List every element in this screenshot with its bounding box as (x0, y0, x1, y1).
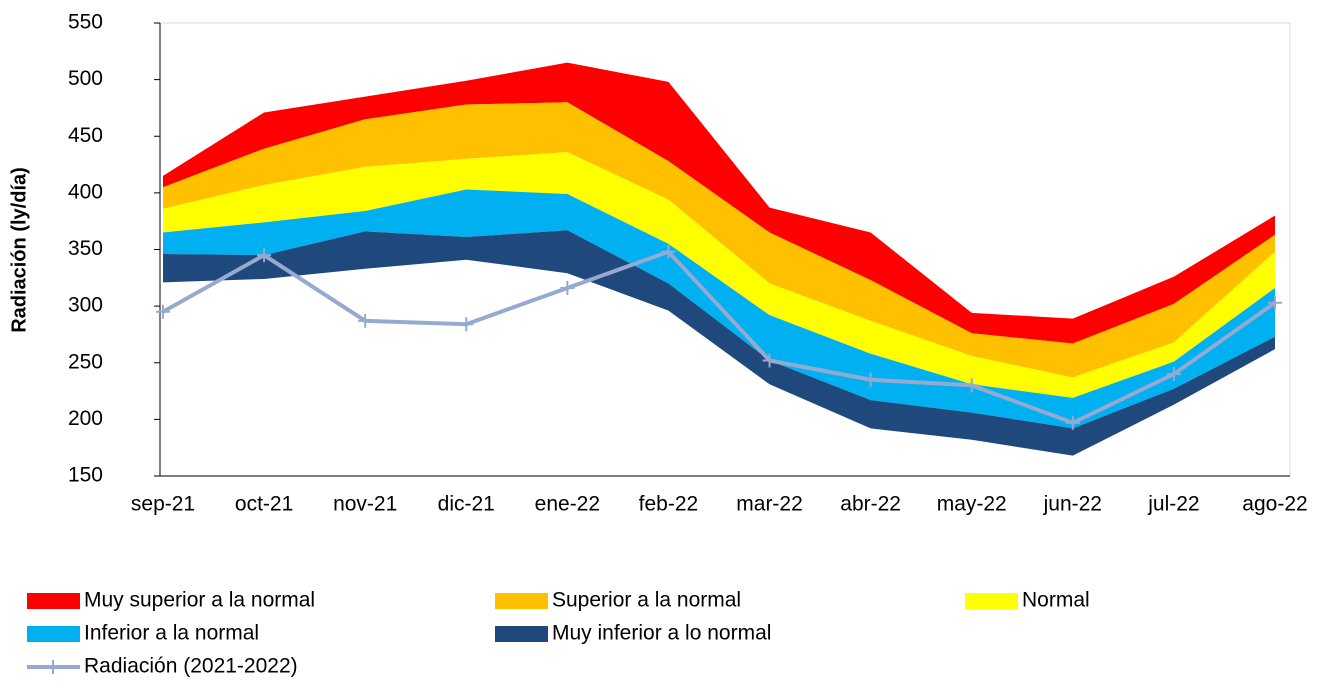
legend-label: Radiación (2021-2022) (84, 655, 298, 678)
legend-swatch (27, 626, 80, 642)
x-tick-label: jun-22 (1043, 493, 1102, 516)
line-marker (762, 353, 777, 368)
y-tick-label: 500 (68, 67, 103, 90)
line-marker (257, 248, 272, 263)
band-area (163, 102, 1275, 378)
x-tick-label: abr-22 (840, 493, 901, 516)
legend-label: Normal (1022, 589, 1090, 612)
legend-label: Muy inferior a lo normal (552, 622, 771, 645)
line-marker (560, 281, 575, 296)
y-tick-label: 300 (68, 294, 103, 317)
y-tick-label: 250 (68, 350, 103, 373)
line-marker (459, 317, 474, 332)
legend-swatch (27, 593, 80, 609)
y-tick-label: 450 (68, 124, 103, 147)
y-tick-label: 400 (68, 180, 103, 203)
x-tick-label: sep-21 (131, 493, 195, 516)
legend-label: Muy superior a la normal (84, 589, 315, 612)
line-marker (358, 313, 373, 328)
line-marker (661, 244, 676, 259)
x-tick-label: ago-22 (1242, 493, 1307, 516)
y-tick-label: 550 (68, 11, 103, 34)
legend-swatch (965, 593, 1018, 609)
y-axis-title: Radiación (ly/día) (8, 167, 30, 333)
x-tick-label: feb-22 (639, 493, 699, 516)
radiation-line (162, 249, 1277, 425)
x-tick-label: nov-21 (333, 493, 397, 516)
legend-swatch (495, 593, 548, 609)
x-tick-label: may-22 (937, 493, 1007, 516)
line-marker (1268, 295, 1282, 310)
legend-label: Superior a la normal (552, 589, 741, 612)
legend-label: Inferior a la normal (84, 622, 259, 645)
line-marker (156, 304, 170, 319)
legend-swatch (495, 626, 548, 642)
y-tick-label: 200 (68, 407, 103, 430)
x-tick-label: dic-21 (438, 493, 495, 516)
x-tick-label: mar-22 (736, 493, 803, 516)
band-area (163, 230, 1275, 456)
line-marker (1065, 415, 1080, 430)
line-marker (863, 372, 878, 387)
x-tick-label: oct-21 (235, 493, 293, 516)
legend-marker (46, 660, 60, 674)
x-tick-label: jul-22 (1147, 493, 1199, 516)
y-tick-label: 350 (68, 237, 103, 260)
line-marker (964, 378, 979, 393)
y-tick-label: 150 (68, 464, 103, 487)
x-tick-label: ene-22 (535, 493, 600, 516)
band-area (163, 152, 1275, 398)
line-marker (1166, 367, 1181, 382)
